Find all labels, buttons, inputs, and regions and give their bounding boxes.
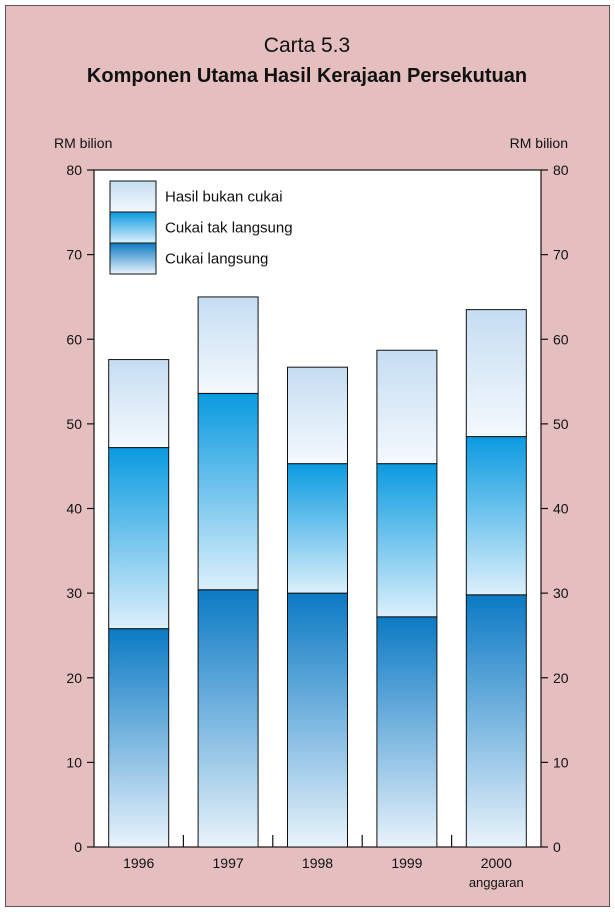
legend-label-1: Cukai tak langsung bbox=[165, 220, 293, 237]
bar-segment-1999-1 bbox=[376, 463, 438, 618]
axes-layer: 0 0 10 10 20 20 30 30 40 40 50 50 60 60 70 70 80 80 1996 19… bbox=[66, 162, 568, 890]
y-tick-label-left: 80 bbox=[66, 162, 82, 178]
y-tick-label-right: 10 bbox=[553, 754, 569, 770]
y-axis-label-left: RM bilion bbox=[54, 135, 112, 151]
y-tick-label-left: 60 bbox=[66, 331, 82, 347]
y-tick-label-left: 70 bbox=[66, 247, 82, 263]
bar-segment-2000-0 bbox=[465, 594, 527, 848]
y-tick-label-right: 60 bbox=[553, 331, 569, 347]
chart-frame: Carta 5.3 Komponen Utama Hasil Kerajaan … bbox=[5, 5, 610, 907]
bar-segment-1999-0 bbox=[376, 616, 438, 848]
chart-svg: Carta 5.3 Komponen Utama Hasil Kerajaan … bbox=[54, 34, 569, 890]
y-axis-label-right: RM bilion bbox=[510, 135, 568, 151]
legend: Hasil bukan cukai Cukai tak langsung Cukai… bbox=[109, 180, 293, 275]
y-tick-label-left: 10 bbox=[66, 754, 82, 770]
y-tick-label-right: 50 bbox=[553, 416, 569, 432]
legend-label-0: Hasil bukan cukai bbox=[165, 189, 283, 206]
y-tick-label-right: 80 bbox=[553, 162, 569, 178]
bar-segment-1999-2 bbox=[376, 349, 438, 465]
y-tick-label-right: 0 bbox=[553, 839, 561, 855]
x-tick-label-1996: 1996 bbox=[123, 855, 154, 871]
bar-segment-1996-0 bbox=[108, 628, 170, 848]
x-tick-label-1998: 1998 bbox=[302, 855, 333, 871]
legend-label-2: Cukai langsung bbox=[165, 251, 268, 268]
bar-segment-1997-2 bbox=[197, 296, 259, 394]
legend-swatch-2 bbox=[109, 242, 157, 275]
y-tick-label-right: 30 bbox=[553, 585, 569, 601]
y-tick-label-right: 20 bbox=[553, 670, 569, 686]
chart-title: Carta 5.3 bbox=[264, 34, 350, 57]
bar-segment-2000-2 bbox=[465, 309, 527, 438]
legend-swatch-0 bbox=[109, 180, 157, 213]
bar-segment-1998-0 bbox=[287, 592, 348, 848]
bar-segment-2000-1 bbox=[465, 436, 527, 596]
bars-layer bbox=[108, 296, 527, 848]
bar-segment-1997-1 bbox=[197, 392, 259, 591]
y-tick-label-left: 50 bbox=[66, 416, 82, 432]
x-tick-note-2000: anggaran bbox=[469, 875, 524, 890]
y-tick-label-left: 40 bbox=[66, 501, 82, 517]
y-tick-label-right: 70 bbox=[553, 247, 569, 263]
x-tick-label-1999: 1999 bbox=[391, 855, 422, 871]
bar-segment-1998-1 bbox=[287, 463, 348, 594]
chart-subtitle: Komponen Utama Hasil Kerajaan Persekutua… bbox=[87, 65, 527, 87]
y-tick-label-right: 40 bbox=[553, 501, 569, 517]
x-tick-label-1997: 1997 bbox=[213, 855, 244, 871]
bar-segment-1997-0 bbox=[197, 589, 259, 848]
bar-segment-1996-2 bbox=[108, 359, 170, 449]
x-tick-label-2000: 2000 bbox=[481, 855, 512, 871]
bar-segment-1998-2 bbox=[287, 366, 348, 465]
y-tick-label-left: 30 bbox=[66, 585, 82, 601]
y-tick-label-left: 0 bbox=[74, 839, 82, 855]
legend-swatch-1 bbox=[109, 211, 157, 244]
bar-segment-1996-1 bbox=[108, 447, 170, 630]
y-tick-label-left: 20 bbox=[66, 670, 82, 686]
